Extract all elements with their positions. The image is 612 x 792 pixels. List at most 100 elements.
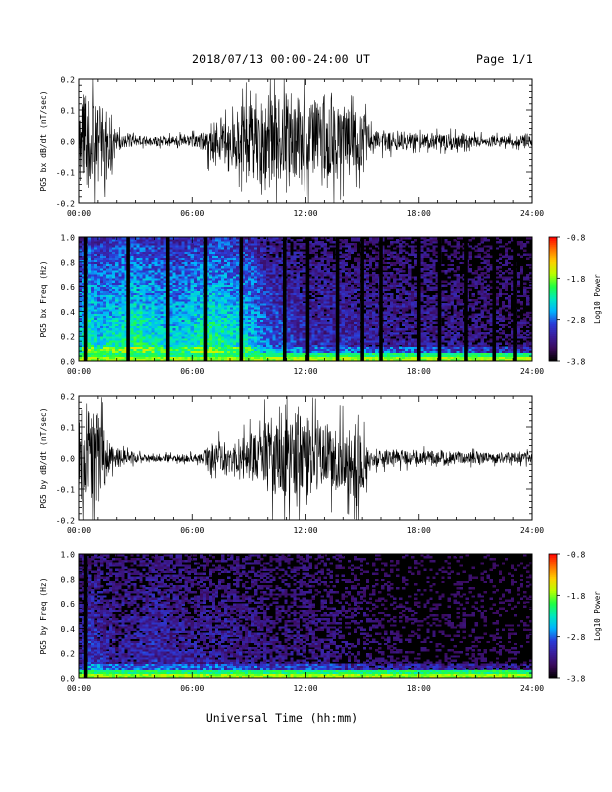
colorbar-segment [549,655,557,658]
y-tick-label: 0.2 [61,393,76,402]
y-tick-label: 0.1 [61,424,76,433]
colorbar [548,553,560,679]
x-tick-label: 12:00 [293,526,317,535]
colorbar-segment [549,311,557,314]
colorbar-segment [549,313,557,316]
x-tick-label: 06:00 [180,367,204,376]
waveform-series [78,395,533,521]
colorbar-segment [549,315,557,318]
data-gap-band [83,237,88,361]
colorbar-segment [549,601,557,604]
colorbar-segment [549,603,557,607]
y-tick-label: 1.0 [61,551,76,560]
colorbar-segment [549,280,557,283]
colorbar-segment [549,566,557,569]
colorbar-segment [549,290,557,294]
x-tick-label: 00:00 [67,209,91,218]
colorbar-segment [549,325,557,329]
colorbar-segment [549,554,557,557]
colorbar-segment [549,294,557,298]
colorbar-tick-label: -0.8 [566,551,585,560]
colorbar-segment [549,358,557,362]
colorbar-segment [549,599,557,602]
colorbar-segment [549,265,557,269]
y-tick-label: 0.4 [61,308,76,317]
page-title: 2018/07/13 00:00-24:00 UT [192,52,371,66]
x-tick-label: 18:00 [407,526,431,535]
colorbar-segment [549,292,557,296]
colorbar-segment [549,647,557,650]
colorbar-tick-label: -0.8 [566,234,585,243]
y-tick-label: 0.8 [61,258,76,267]
colorbar-segment [549,667,557,671]
colorbar-segment [549,578,557,582]
colorbar-segment [549,342,557,345]
colorbar-segment [549,642,557,646]
colorbar-segment [549,597,557,600]
plot-labels-layer: -0.2 -0.1 0.0 0.1 0.2 00:00 06:00 12:00 18:00 24:… [39,76,602,694]
y-tick-label: -0.2 [56,200,75,209]
colorbar-tick-label: -3.8 [566,675,585,684]
x-tick-label: 12:00 [293,684,317,693]
data-gap-band [360,237,364,361]
x-axis-title: Universal Time (hh:mm) [206,711,358,725]
x-tick-label: 00:00 [67,367,91,376]
colorbar-segment [549,580,557,584]
panel-3 [78,395,533,521]
data-gap-band [335,237,340,361]
y-axis-title: PG5 bx Freq (Hz) [39,260,48,337]
colorbar-segment [549,675,557,679]
colorbar-segment [549,321,557,325]
colorbar-segment [549,327,557,331]
data-gap-band [437,237,442,361]
colorbar-segment [549,613,557,617]
data-gap-band [83,554,88,678]
colorbar-segment [549,574,557,578]
y-tick-label: 0.8 [61,575,76,584]
colorbar-segment [549,257,557,261]
page-number: Page 1/1 [476,52,533,66]
colorbar-segment [549,564,557,567]
colorbar-segment [549,640,557,644]
x-tick-label: 06:00 [180,526,204,535]
colorbar-segment [549,323,557,327]
plot-data-layer [78,78,560,679]
colorbar-segment [549,299,557,302]
colorbar-segment [549,253,557,256]
colorbar-segment [549,589,557,592]
y-tick-label: 0.2 [61,650,76,659]
colorbar-segment [549,270,557,273]
colorbar-tick-label: -1.8 [566,592,585,601]
colorbar-segment [549,663,557,666]
colorbar-segment [549,334,557,337]
colorbar-segment [549,319,557,323]
data-gap-band [126,237,130,361]
y-tick-label: 0.6 [61,283,76,292]
y-tick-label: -0.1 [56,486,75,495]
data-gap-band [305,237,310,361]
x-tick-label: 18:00 [407,367,431,376]
x-tick-label: 24:00 [520,684,544,693]
y-tick-label: 0.2 [61,333,76,342]
data-gap-band [239,237,244,361]
colorbar-segment [549,247,557,250]
colorbar-segment [549,558,557,561]
y-tick-label: 0.0 [61,675,76,684]
data-gap-band [379,237,383,361]
data-gap-band [513,237,517,361]
colorbar-segment [549,634,557,638]
colorbar-segment [549,653,557,656]
colorbar-segment [549,255,557,259]
data-gap-band [165,237,170,361]
colorbar-segment [549,354,557,358]
colorbar-segment [549,659,557,662]
colorbar-segment [549,346,557,349]
colorbar-label: Log10 Power [593,274,602,324]
y-tick-label: -0.2 [56,517,75,526]
colorbar-segment [549,585,557,588]
colorbar-segment [549,350,557,354]
colorbar-segment [549,348,557,352]
colorbar-segment [549,576,557,580]
colorbar-label: Log10 Power [593,591,602,641]
